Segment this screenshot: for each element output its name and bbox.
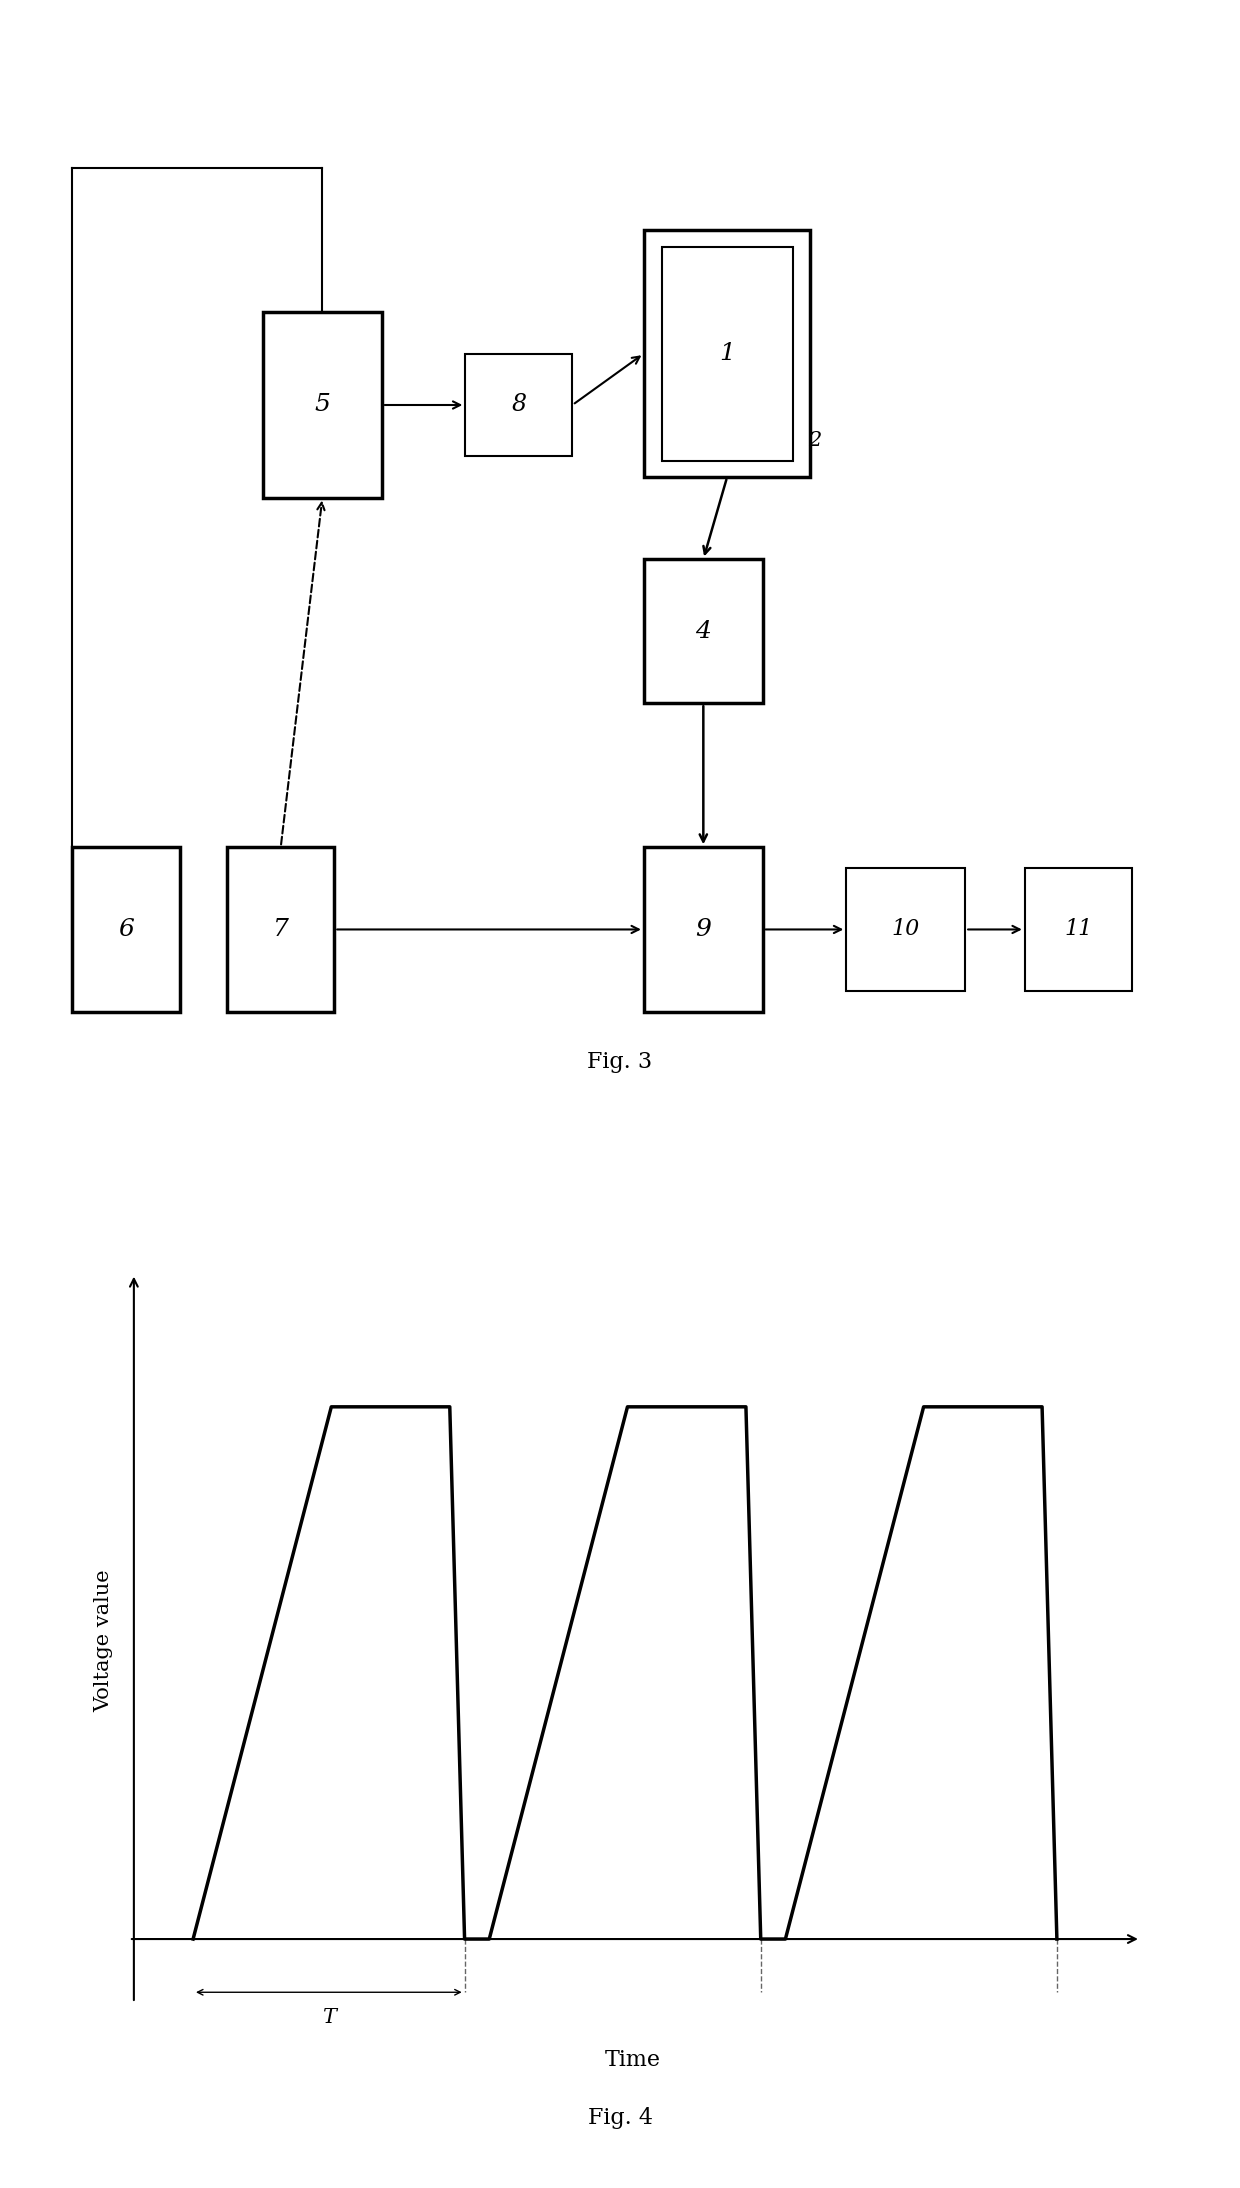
Text: 9: 9 [696, 919, 712, 941]
Text: 11: 11 [1064, 919, 1092, 941]
FancyBboxPatch shape [72, 847, 180, 1011]
Text: 5: 5 [315, 394, 330, 416]
Text: 2: 2 [808, 431, 821, 451]
Y-axis label: Voltage value: Voltage value [94, 1569, 113, 1713]
FancyBboxPatch shape [644, 230, 811, 477]
FancyBboxPatch shape [465, 354, 573, 457]
FancyBboxPatch shape [1024, 869, 1132, 991]
FancyBboxPatch shape [644, 847, 763, 1011]
Text: Fig. 3: Fig. 3 [588, 1052, 652, 1074]
Text: Fig. 4: Fig. 4 [588, 2107, 652, 2129]
Text: 1: 1 [719, 341, 735, 365]
Text: T: T [322, 2009, 336, 2028]
Text: 7: 7 [273, 919, 289, 941]
Text: 6: 6 [118, 919, 134, 941]
FancyBboxPatch shape [227, 847, 335, 1011]
FancyBboxPatch shape [846, 869, 965, 991]
Text: 4: 4 [696, 619, 712, 643]
FancyBboxPatch shape [644, 560, 763, 702]
FancyBboxPatch shape [263, 313, 382, 497]
Text: 8: 8 [511, 394, 526, 416]
X-axis label: Time: Time [604, 2048, 661, 2070]
FancyBboxPatch shape [662, 247, 792, 459]
Text: 10: 10 [892, 919, 920, 941]
